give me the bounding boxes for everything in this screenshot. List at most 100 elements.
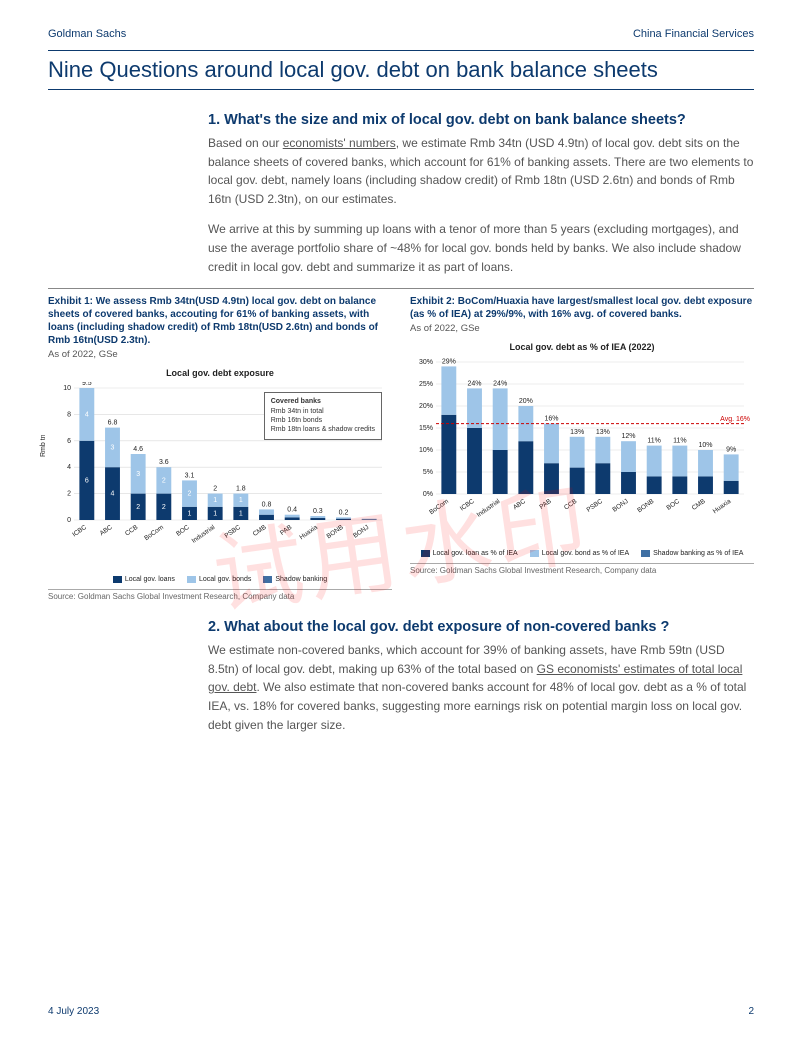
svg-text:3.6: 3.6 bbox=[159, 459, 169, 466]
svg-text:Industrial: Industrial bbox=[476, 498, 502, 519]
svg-text:BoCom: BoCom bbox=[428, 498, 450, 516]
svg-text:10: 10 bbox=[63, 385, 71, 392]
svg-text:29%: 29% bbox=[442, 359, 456, 366]
svg-text:2: 2 bbox=[188, 491, 192, 498]
svg-text:PAB: PAB bbox=[279, 524, 293, 537]
svg-text:20%: 20% bbox=[419, 403, 433, 410]
svg-text:CMB: CMB bbox=[252, 524, 268, 538]
exhibit1-source: Source: Goldman Sachs Global Investment … bbox=[48, 589, 392, 601]
svg-text:2: 2 bbox=[213, 486, 217, 493]
svg-text:2: 2 bbox=[162, 478, 166, 485]
section1-head: 1. What's the size and mix of local gov.… bbox=[208, 112, 754, 128]
section2-head: 2. What about the local gov. debt exposu… bbox=[208, 619, 754, 635]
svg-text:Huaxia: Huaxia bbox=[298, 524, 319, 542]
svg-text:1: 1 bbox=[213, 497, 217, 504]
svg-text:16%: 16% bbox=[544, 416, 558, 423]
exhibit1-title: Exhibit 1: We assess Rmb 34tn(USD 4.9tn)… bbox=[48, 295, 392, 347]
svg-text:0%: 0% bbox=[423, 491, 433, 498]
svg-text:8: 8 bbox=[67, 412, 71, 419]
svg-text:24%: 24% bbox=[493, 381, 507, 388]
exhibit2-chart: 0% 5% 10% 15% 20% 25% 30% 29% BoCom 24% ICBC 24% Ind… bbox=[410, 356, 754, 546]
svg-text:0.2: 0.2 bbox=[339, 510, 349, 517]
svg-text:PAB: PAB bbox=[538, 498, 552, 511]
svg-text:BOC: BOC bbox=[175, 524, 191, 538]
svg-text:4: 4 bbox=[67, 464, 71, 471]
svg-text:6: 6 bbox=[85, 478, 89, 485]
svg-text:3.1: 3.1 bbox=[185, 473, 195, 480]
svg-text:PSBC: PSBC bbox=[223, 524, 242, 540]
svg-text:ICBC: ICBC bbox=[459, 498, 476, 513]
footer: 4 July 2023 2 bbox=[48, 1006, 754, 1017]
svg-text:BONJ: BONJ bbox=[352, 524, 370, 540]
svg-text:BoCom: BoCom bbox=[143, 524, 165, 542]
svg-text:1: 1 bbox=[239, 497, 243, 504]
svg-text:CCB: CCB bbox=[124, 524, 139, 538]
svg-text:24%: 24% bbox=[467, 381, 481, 388]
svg-text:6: 6 bbox=[67, 438, 71, 445]
svg-text:6.8: 6.8 bbox=[108, 420, 118, 427]
section1-p1: Based on our economists' numbers, we est… bbox=[208, 134, 754, 208]
link-economists[interactable]: economists' numbers bbox=[283, 136, 396, 150]
exhibit1-ylabel: Rmb tn bbox=[40, 435, 47, 458]
page-title: Nine Questions around local gov. debt on… bbox=[48, 50, 754, 90]
footer-page: 2 bbox=[748, 1006, 754, 1017]
svg-text:Industrial: Industrial bbox=[191, 524, 217, 545]
svg-text:11%: 11% bbox=[673, 438, 687, 445]
svg-text:9.5: 9.5 bbox=[82, 382, 92, 387]
exhibit2-title: Exhibit 2: BoCom/Huaxia have largest/sma… bbox=[410, 295, 754, 321]
exhibit2-chart-title: Local gov. debt as % of IEA (2022) bbox=[410, 342, 754, 352]
exhibit-1: Exhibit 1: We assess Rmb 34tn(USD 4.9tn)… bbox=[48, 295, 392, 601]
svg-text:20%: 20% bbox=[519, 398, 533, 405]
svg-text:Huaxia: Huaxia bbox=[712, 498, 733, 516]
exhibit1-legend: Local gov. loans Local gov. bonds Shadow… bbox=[48, 576, 392, 583]
svg-text:CCB: CCB bbox=[563, 498, 578, 512]
section1-p2: We arrive at this by summing up loans wi… bbox=[208, 220, 754, 276]
exhibit2-legend: Local gov. loan as % of IEA Local gov. b… bbox=[410, 550, 754, 557]
svg-text:0.8: 0.8 bbox=[262, 502, 272, 509]
exhibit1-legend-box: Covered banks Rmb 34tn in total Rmb 16tn… bbox=[264, 392, 382, 440]
svg-text:10%: 10% bbox=[698, 442, 712, 449]
exhibit1-chart: Rmb tn 0246810469.5ICBC346.8ABC324.6CCB2… bbox=[48, 382, 392, 572]
svg-text:1.8: 1.8 bbox=[236, 486, 246, 493]
svg-text:4: 4 bbox=[111, 491, 115, 498]
svg-text:11%: 11% bbox=[647, 438, 661, 445]
svg-text:9%: 9% bbox=[726, 447, 736, 454]
exhibit2-source: Source: Goldman Sachs Global Investment … bbox=[410, 563, 754, 575]
exhibit2-sub: As of 2022, GSe bbox=[410, 323, 754, 334]
svg-text:13%: 13% bbox=[570, 429, 584, 436]
svg-text:CMB: CMB bbox=[691, 498, 707, 512]
svg-text:BONJ: BONJ bbox=[611, 498, 629, 514]
svg-text:4.6: 4.6 bbox=[133, 446, 143, 453]
svg-text:25%: 25% bbox=[419, 381, 433, 388]
header: Goldman Sachs China Financial Services bbox=[48, 28, 754, 40]
svg-text:0.3: 0.3 bbox=[313, 508, 323, 515]
svg-text:15%: 15% bbox=[419, 425, 433, 432]
svg-text:30%: 30% bbox=[419, 359, 433, 366]
footer-date: 4 July 2023 bbox=[48, 1006, 99, 1017]
svg-text:5%: 5% bbox=[423, 469, 433, 476]
svg-text:ABC: ABC bbox=[99, 524, 114, 538]
svg-text:BONB: BONB bbox=[326, 524, 345, 540]
svg-text:ABC: ABC bbox=[512, 498, 527, 512]
svg-text:10%: 10% bbox=[419, 447, 433, 454]
exhibit2-svg: 0% 5% 10% 15% 20% 25% 30% 29% BoCom 24% ICBC 24% Ind… bbox=[410, 356, 750, 526]
header-left: Goldman Sachs bbox=[48, 28, 126, 40]
exhibit1-chart-title: Local gov. debt exposure bbox=[48, 368, 392, 378]
svg-text:PSBC: PSBC bbox=[585, 498, 604, 514]
svg-text:1: 1 bbox=[188, 511, 192, 518]
exhibit-2: Exhibit 2: BoCom/Huaxia have largest/sma… bbox=[410, 295, 754, 601]
svg-text:12%: 12% bbox=[621, 433, 635, 440]
section2-p1: We estimate non-covered banks, which acc… bbox=[208, 641, 754, 734]
svg-text:0: 0 bbox=[67, 517, 71, 524]
svg-text:2: 2 bbox=[162, 504, 166, 511]
svg-text:4: 4 bbox=[85, 412, 89, 419]
svg-text:2: 2 bbox=[136, 504, 140, 511]
svg-text:3: 3 bbox=[136, 471, 140, 478]
svg-text:3: 3 bbox=[111, 445, 115, 452]
svg-text:13%: 13% bbox=[596, 429, 610, 436]
svg-text:1: 1 bbox=[239, 511, 243, 518]
svg-text:1: 1 bbox=[213, 511, 217, 518]
svg-text:2: 2 bbox=[67, 491, 71, 498]
svg-text:BOC: BOC bbox=[665, 498, 681, 512]
header-right: China Financial Services bbox=[633, 28, 754, 40]
